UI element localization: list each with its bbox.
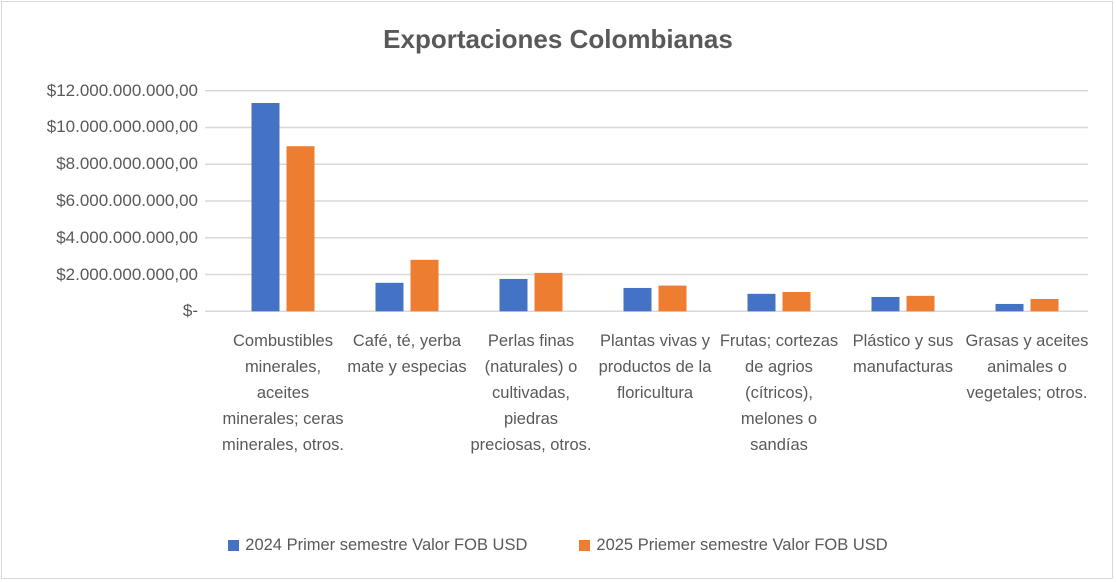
bar-2024 — [623, 287, 652, 312]
bar-2025 — [658, 285, 687, 312]
x-tick-label: Plástico y sus manufacturas — [852, 332, 954, 376]
legend-item: 2025 Priemer semestre Valor FOB USD — [579, 536, 888, 555]
bar-2024 — [499, 278, 528, 312]
y-tick-label: $2.000.000.000,00 — [56, 264, 198, 284]
bar-2024 — [375, 282, 404, 312]
bar-2024 — [995, 303, 1024, 312]
y-tick-label: $- — [182, 301, 198, 321]
bar-2025 — [286, 146, 315, 312]
bar-2025 — [410, 259, 439, 312]
bar-2025 — [782, 291, 811, 312]
bar-2025 — [906, 295, 935, 312]
x-tick-label: Perlas finas (naturales) o cultivadas, p… — [470, 332, 592, 454]
y-tick-label: $4.000.000.000,00 — [56, 227, 198, 247]
legend-swatch — [228, 540, 240, 551]
bar-2024 — [251, 103, 280, 312]
legend-swatch — [579, 540, 591, 551]
bar-2025 — [1030, 298, 1059, 312]
x-tick-label: Café, té, yerba mate y especias — [347, 332, 467, 376]
x-tick-label: Frutas; cortezas de agrios (cítricos), m… — [719, 332, 839, 454]
bar-2025 — [534, 272, 563, 312]
chart-title: Exportaciones Colombianas — [383, 24, 733, 54]
x-tick-label: Combustibles minerales, aceites minerale… — [222, 332, 344, 454]
legend-label: 2025 Priemer semestre Valor FOB USD — [596, 536, 888, 554]
legend: 2024 Primer semestre Valor FOB USD 2025 P… — [0, 536, 1116, 555]
x-tick-label: Grasas y aceites animales o vegetales; o… — [965, 332, 1089, 402]
y-tick-label: $8.000.000.000,00 — [56, 154, 198, 174]
bar-2024 — [747, 293, 776, 312]
y-tick-label: $6.000.000.000,00 — [56, 191, 198, 210]
y-tick-label: $12.000.000.000,00 — [46, 80, 198, 100]
bar-2024 — [871, 296, 900, 312]
legend-item: 2024 Primer semestre Valor FOB USD — [228, 536, 527, 555]
x-tick-label: Plantas vivas y productos de la floricul… — [598, 332, 712, 402]
legend-label: 2024 Primer semestre Valor FOB USD — [245, 536, 528, 554]
y-tick-label: $10.000.000.000,00 — [46, 117, 198, 137]
